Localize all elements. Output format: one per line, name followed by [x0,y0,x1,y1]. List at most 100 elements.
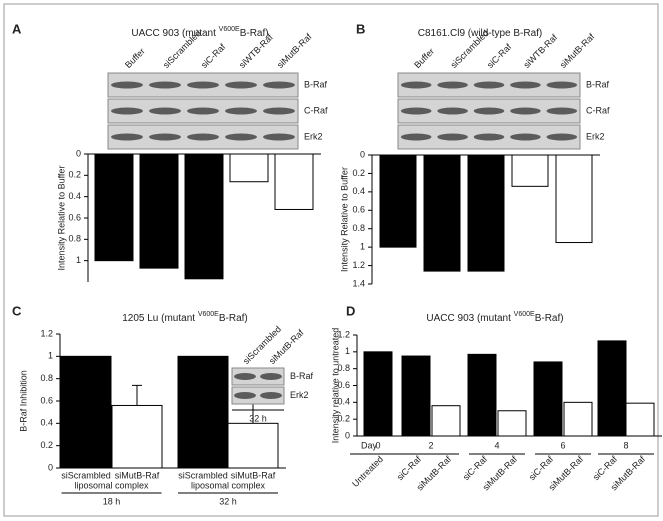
bar [401,355,431,437]
blot-row [231,386,285,405]
blot-band [225,107,257,115]
y-tick-label: 1 [360,242,365,252]
bar [111,404,163,469]
chart-title: 1205 Lu (mutant V600EB-Raf) [122,311,248,323]
day-label: 4 [494,440,499,450]
blot-band [263,133,295,141]
blot-row [231,367,285,386]
blot-band [400,107,432,115]
blot-band [437,133,468,141]
title-part: V600E [219,26,240,33]
blot-band [263,81,295,89]
blot-band [510,81,541,89]
bar [227,422,279,469]
title-part: V600E [514,311,535,318]
y-tick-label: 0.4 [352,186,365,196]
y-tick-label: 1.2 [40,328,53,338]
bar [274,153,314,210]
blot-band [187,107,219,115]
bar [139,153,179,269]
bar [363,351,393,437]
blot-band [546,107,578,115]
blot-label: B-Raf [304,79,328,89]
y-tick-label: 1 [76,255,81,265]
bar [467,353,497,437]
blot-band [263,107,295,115]
blot-band [260,373,282,380]
y-tick-label: 0.4 [337,397,350,407]
y-tick-label: 0.6 [68,212,81,222]
y-tick-label: 0 [345,430,350,440]
group-label: liposomal complex [191,480,266,490]
y-tick-label: 0.2 [352,168,365,178]
y-tick-label: 0.4 [68,191,81,201]
panel-label: A [12,21,22,36]
chart-title: UACC 903 (mutant V600EB-Raf) [131,26,268,38]
bar [423,154,461,272]
y-tick-label: 0.8 [68,234,81,244]
y-tick-label: 1 [48,351,53,361]
blot-band [510,107,541,115]
title-part: B-Raf) [240,28,269,39]
bar [625,402,655,437]
y-tick-label: 0.8 [337,363,350,373]
blot-band [187,81,219,89]
y-tick-label: 0.6 [40,395,53,405]
bar [533,361,563,437]
panel-label: C [12,303,22,318]
blot-label: B-Raf [586,79,610,89]
blot-band [510,133,541,141]
bar [379,154,417,248]
group-time: 32 h [219,496,237,506]
y-axis-label: Intensity relative to untreated [330,328,340,444]
blot-band [234,392,256,399]
y-axis-label: B-Raf Inhibition [18,370,28,432]
y-tick-label: 1 [345,346,350,356]
y-tick-label: 0.6 [337,380,350,390]
blot-band [400,81,432,89]
y-axis-label: Intensity Relative to Buffer [56,166,66,271]
bar [94,153,134,262]
blot-band [111,81,143,89]
x-tick-label: siMutB-Raf [115,470,160,480]
bar [177,355,229,469]
blot-band [260,392,282,399]
day-label: 2 [428,440,433,450]
blot-band [234,373,256,380]
y-tick-label: 0 [76,148,81,158]
bar [511,154,549,187]
blot-band [473,81,505,89]
blot-time: 32 h [249,413,267,423]
title-part: UACC 903 (mutant [131,28,218,39]
y-tick-label: 0.4 [40,418,53,428]
y-tick-label: 0.2 [40,440,53,450]
bar [563,401,593,437]
y-tick-label: 1.4 [352,278,365,288]
blot-band [111,107,143,115]
bar [60,355,112,469]
day-title: Day [361,440,378,450]
blot-band [546,81,578,89]
blot-band [149,81,181,89]
y-tick-label: 0.2 [68,170,81,180]
title-part: UACC 903 (mutant [426,313,513,324]
y-tick-label: 0.8 [40,373,53,383]
blot-band [473,133,505,141]
title-part: V600E [198,311,219,318]
bar [467,154,505,272]
panel-label: D [346,303,355,318]
blot-label: Erk2 [304,131,323,141]
x-tick-label: siScrambled [61,470,111,480]
blot-band [473,107,505,115]
bar [555,154,593,244]
x-tick-label: siMutB-Raf [231,470,276,480]
blot-label: C-Raf [586,105,610,115]
chart-title: UACC 903 (mutant V600EB-Raf) [426,311,563,323]
blot-label: C-Raf [304,105,328,115]
bar [229,153,269,183]
y-tick-label: 0.6 [352,205,365,215]
y-tick-label: 0.2 [337,414,350,424]
blot-band [437,107,468,115]
y-axis-label: Intensity Relative to Buffer [339,167,349,272]
